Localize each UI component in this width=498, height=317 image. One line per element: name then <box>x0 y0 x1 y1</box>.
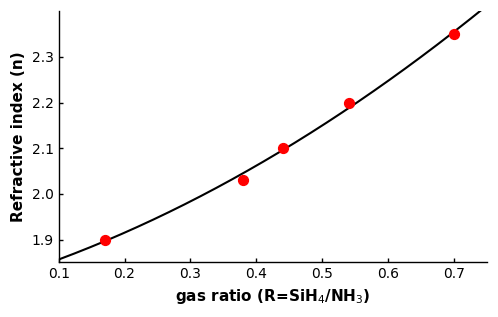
X-axis label: gas ratio (R=SiH$_4$/NH$_3$): gas ratio (R=SiH$_4$/NH$_3$) <box>175 287 371 306</box>
Point <box>239 178 247 183</box>
Point <box>345 100 353 105</box>
Point <box>279 146 287 151</box>
Point <box>101 237 109 242</box>
Point <box>450 31 458 36</box>
Y-axis label: Refractive index (n): Refractive index (n) <box>11 51 26 222</box>
